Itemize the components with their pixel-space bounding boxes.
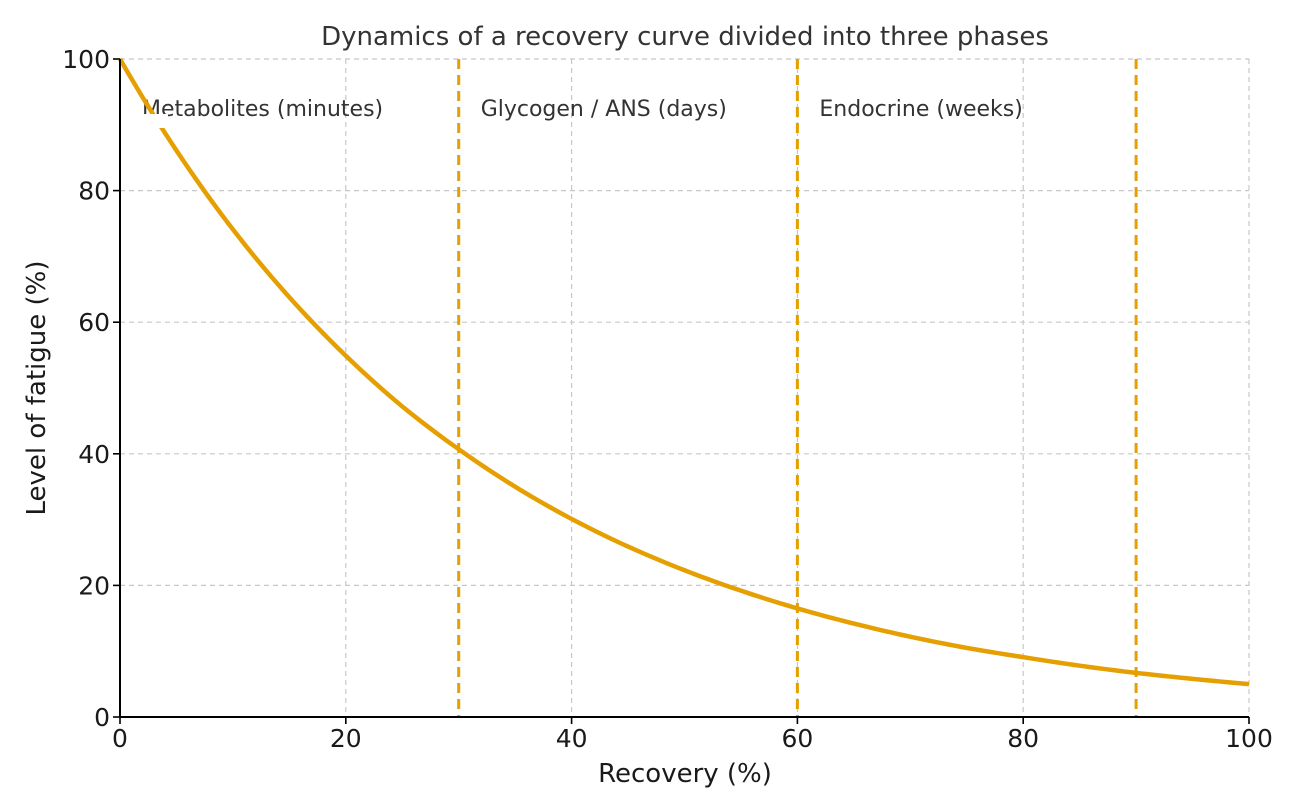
x-axis-label: Recovery (%) [598,759,772,789]
phase-label-3: Endocrine (weeks) [819,97,1022,122]
y-axis-label: Level of fatigue (%) [22,261,52,516]
x-tick-label-0: 0 [112,724,128,753]
y-tick-label-20: 20 [78,571,110,600]
y-tick-label-0: 0 [94,703,110,732]
chart-text: Dynamics of a recovery curve divided int… [22,22,1049,789]
phase-label-1: Metabolites (minutes) [142,97,383,122]
chart-title: Dynamics of a recovery curve divided int… [321,22,1049,52]
phase-label-2: Glycogen / ANS (days) [481,97,727,122]
y-tick-label-60: 60 [78,308,110,337]
x-tick-label-40: 40 [556,724,588,753]
x-tick-label-100: 100 [1225,724,1273,753]
y-tick-label-80: 80 [78,177,110,206]
phase-boundaries: Metabolites (minutes) Glycogen / ANS (day… [142,59,1138,717]
x-tick-label-60: 60 [781,724,813,753]
y-tick-label-100: 100 [62,45,110,74]
y-tick-label-40: 40 [78,440,110,469]
x-tick-label-80: 80 [1007,724,1039,753]
axes: 0 20 40 60 80 100 0 20 40 60 80 100 [62,45,1273,753]
series-layer [118,57,1250,687]
x-tick-label-20: 20 [330,724,362,753]
grid [119,58,1250,718]
series-line-1 [118,57,1250,687]
label-mask [138,114,168,128]
